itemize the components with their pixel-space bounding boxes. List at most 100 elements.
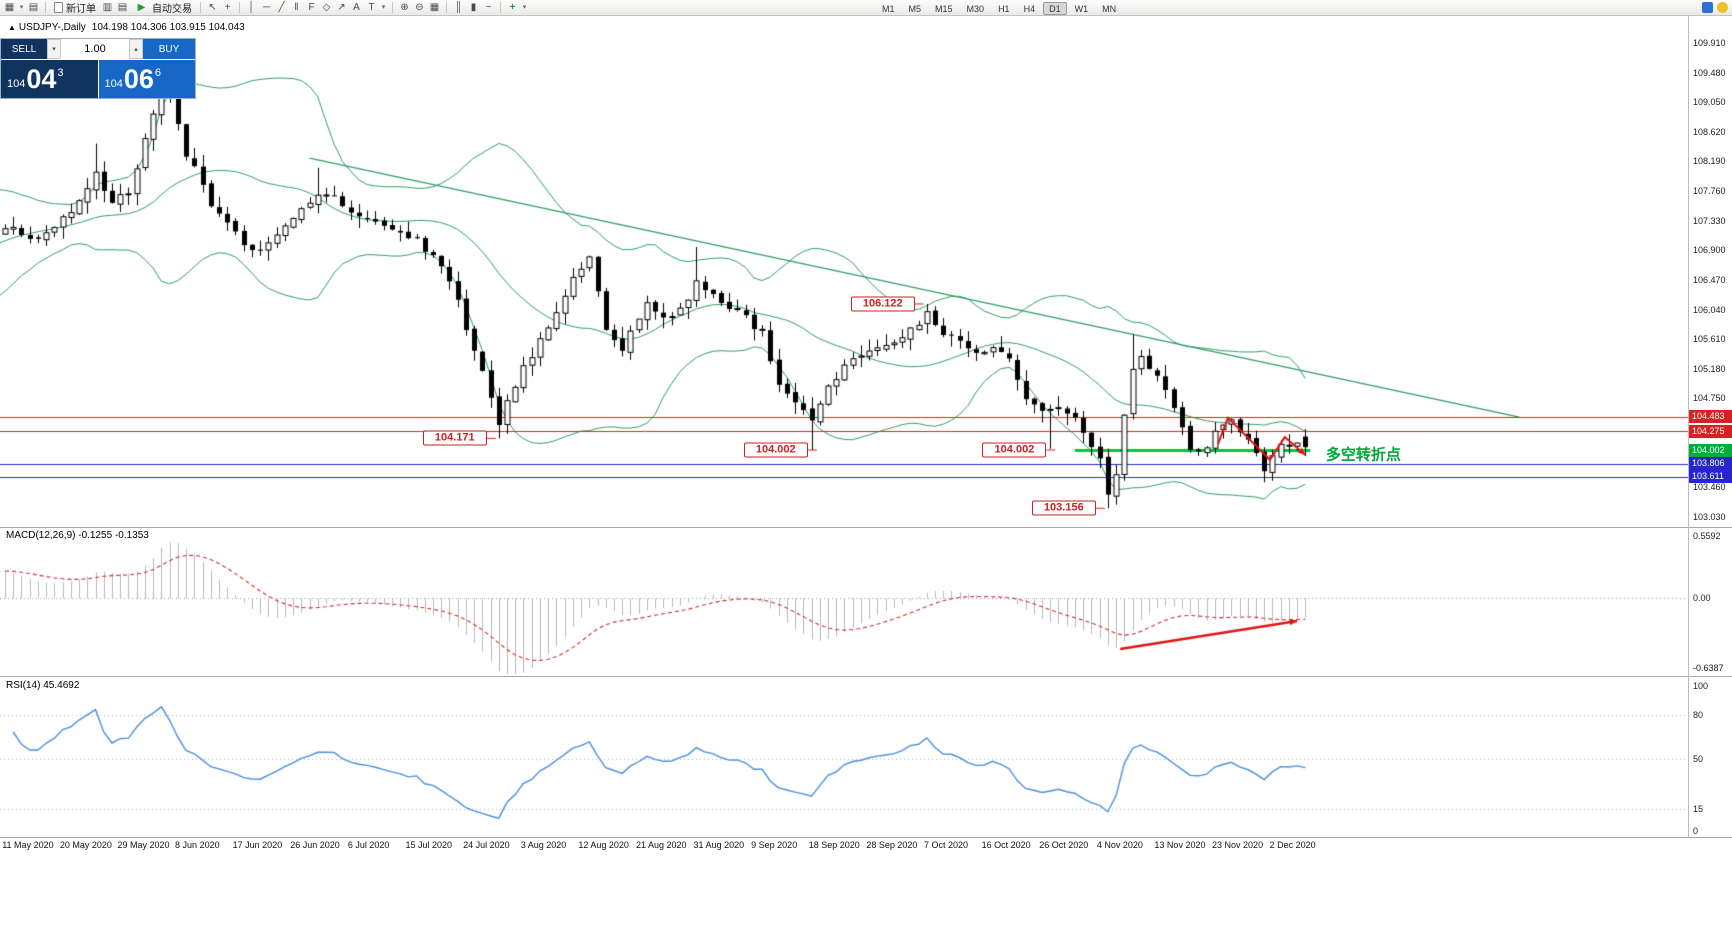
market-watch-icon[interactable]: ▥ [102,1,113,13]
date-axis-label: 17 Jun 2020 [232,840,283,850]
rsi-axis-label: 100 [1693,681,1709,691]
chevron-down-icon[interactable]: ▾ [522,3,527,11]
arrows-icon[interactable]: ↗ [337,1,346,13]
timeframe-button-m1[interactable]: M1 [882,3,895,14]
new-order-button[interactable]: 新订单 [52,1,98,15]
volume-increase-button[interactable]: ▴ [129,39,143,59]
indicators-icon[interactable]: + [509,1,516,13]
date-axis-label: 29 May 2020 [117,840,170,850]
channel-icon[interactable]: ‖ [294,1,299,13]
date-axis-label: 7 Oct 2020 [923,840,969,850]
horizontal-line-icon[interactable]: ─ [262,1,271,13]
timeframe-button-m30[interactable]: M30 [966,3,985,14]
toolbar-separator [239,2,240,13]
data-window-icon[interactable]: ▤ [117,1,128,13]
price-axis-tick: 109.050 [1693,97,1726,108]
price-axis-tick: 108.190 [1693,156,1726,167]
tile-windows-icon[interactable]: ▦ [429,1,440,13]
timeframe-button-h4[interactable]: H4 [1023,3,1036,14]
turning-point-annotation[interactable]: 多空转折点 [1325,446,1401,464]
timeframe-button-d1[interactable]: D1 [1043,1,1067,15]
chevron-down-icon[interactable]: ▾ [381,3,386,11]
timeframe-button-h1[interactable]: H1 [998,3,1010,14]
rsi-axis-label: 80 [1693,710,1704,720]
price-axis-tick: 105.180 [1693,363,1726,374]
macd-axis-label: 0.5592 [1693,531,1721,541]
sell-price-big: 04 [26,64,57,94]
volume-input[interactable] [61,39,129,59]
price-annotation-flag[interactable]: 104.171 [422,430,487,446]
zoom-out-icon[interactable]: ⊖ [415,1,424,13]
price-axis-tick: 106.470 [1693,274,1726,285]
date-axis-label: 3 Aug 2020 [520,840,567,850]
auto-trading-label: 自动交易 [152,4,192,15]
date-axis-label: 12 Aug 2020 [578,840,629,850]
price-axis-tick: 107.330 [1693,215,1726,226]
vertical-line-icon[interactable]: │ [248,1,255,13]
timeframe-button-mn[interactable]: MN [1102,3,1117,14]
main-toolbar: ▦ ▾ ▤ 新订单 ▥ ▤ ▶ 自动交易 ↖ + │ ─ ╱ ‖ F ◇ ↗ [0,0,1732,16]
crosshair-icon[interactable]: + [224,1,231,13]
fibonacci-icon[interactable]: F [308,1,315,13]
macd-indicator-label: MACD(12,26,9) -0.1255 -0.1353 [6,530,149,541]
price-axis-tag: 104.275 [1689,424,1732,438]
shapes-icon[interactable]: ◇ [322,1,331,13]
zoom-in-icon[interactable]: ⊕ [400,1,409,13]
price-axis-tag: 103.806 [1689,457,1732,471]
buy-price-display[interactable]: 104 06 6 [98,60,195,98]
sell-button[interactable]: SELL [1,39,47,59]
chart-title: ▲ USDJPY-,Daily 104.198 104.306 103.915 10… [8,22,245,33]
label-icon[interactable]: T [368,1,375,13]
price-annotation-flag[interactable]: 103.156 [1031,500,1096,516]
cursor-icon[interactable]: ↖ [208,1,217,13]
rsi-indicator-label: RSI(14) 45.4692 [6,680,80,691]
price-annotation-flag[interactable]: 106.122 [850,296,915,312]
timeframe-toolbar: M1 M5 M15 M30 H1 H4 D1 W1 MN [875,1,1123,15]
timeframe-button-m15[interactable]: M15 [935,3,953,14]
new-chart-icon[interactable]: ▦ [4,1,15,13]
volume-decrease-button[interactable]: ▾ [47,39,61,59]
price-axis-tick: 109.480 [1693,67,1726,78]
timeframe-button-m5[interactable]: M5 [908,3,922,14]
auto-trading-button[interactable]: ▶ 自动交易 [132,1,194,16]
toolbar-separator [500,2,501,13]
date-axis-label: 31 Aug 2020 [693,840,745,850]
play-icon: ▶ [137,1,146,13]
trendline-icon[interactable]: ╱ [278,1,285,13]
rsi-axis-label: 50 [1693,753,1704,764]
price-axis-tick: 103.030 [1693,511,1726,522]
macd-pane-canvas[interactable] [0,527,1688,676]
text-icon[interactable]: A [353,1,360,13]
date-axis-label: 24 Jul 2020 [463,840,510,850]
date-axis-label: 13 Nov 2020 [1154,840,1206,850]
bar-chart-icon[interactable]: ║ [454,1,463,13]
buy-button[interactable]: BUY [143,39,195,59]
rsi-axis-label: 15 [1693,804,1704,815]
toolbar-separator [392,2,393,13]
date-axis-label: 18 Sep 2020 [808,840,860,850]
price-annotation-flag[interactable]: 104.002 [743,442,808,458]
chevron-down-icon[interactable]: ▾ [19,3,24,11]
new-order-icon [54,2,63,13]
sell-price-display[interactable]: 104 04 3 [1,60,98,98]
date-axis-label: 9 Sep 2020 [751,840,798,850]
pane-separator [0,837,1732,838]
pane-separator [0,527,1732,528]
price-axis-tick: 108.620 [1693,126,1726,137]
rsi-pane-canvas[interactable] [0,676,1688,837]
line-chart-icon[interactable]: ~ [485,1,492,13]
toolbar-left-group: ▦ ▾ ▤ 新订单 ▥ ▤ ▶ 自动交易 ↖ + │ ─ ╱ ‖ F ◇ ↗ [2,0,529,16]
symbol-period-label: USDJPY-,Daily [18,22,86,33]
toolbar-separator [446,2,447,13]
timeframe-button-w1[interactable]: W1 [1074,3,1089,14]
price-axis-tag: 104.002 [1689,443,1732,457]
price-annotation-flag[interactable]: 104.002 [982,442,1047,458]
date-axis-label: 4 Nov 2020 [1096,840,1143,850]
blue-square-icon[interactable] [1702,2,1713,13]
candlestick-chart-icon[interactable]: ▮ [470,1,477,13]
price-chart-canvas[interactable] [0,16,1688,527]
profiles-icon[interactable]: ▤ [28,1,39,13]
yellow-circle-icon[interactable] [1717,2,1728,13]
price-axis-tick: 105.610 [1693,334,1726,345]
price-axis-tick: 107.760 [1693,186,1726,197]
